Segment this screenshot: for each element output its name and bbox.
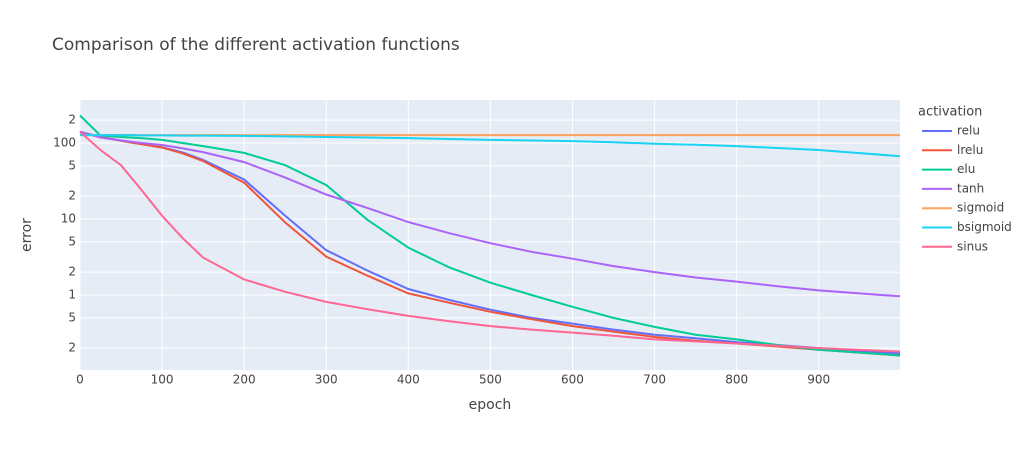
x-tick-label: 100 [151,373,174,387]
series-line [80,134,901,158]
y-tick-label: 5 [68,158,76,172]
x-tick-label: 300 [315,373,338,387]
y-tick-label: 10 [61,211,76,225]
y-axis-title: error [19,218,35,252]
y-tick-label: 2 [68,189,76,203]
series-line [79,130,901,298]
x-tick-label: 200 [233,373,256,387]
legend-label: bsigmoid [957,220,1012,234]
legend-label: sigmoid [957,201,1004,215]
x-tick-label: 900 [807,373,830,387]
y-tick-label: 2 [68,113,76,127]
y-tick-label: 5 [68,310,76,324]
y-tick-label: 2 [68,341,76,355]
y-tick-label: 5 [68,234,76,248]
y-tick-label: 100 [53,135,76,149]
legend-title: activation [918,105,982,120]
series-line [79,114,901,357]
x-tick-label: 800 [725,373,748,387]
series-line [79,131,901,353]
legend-label: relu [957,124,980,138]
legend-label: tanh [957,181,984,195]
x-tick-label: 600 [561,373,584,387]
legend-label: sinus [957,239,988,253]
x-tick-label: 500 [479,373,502,387]
chart-title: Comparison of the different activation f… [52,35,460,55]
x-axis-title: epoch [469,397,512,413]
x-tick-label: 0 [76,373,84,387]
y-tick-label: 2 [68,265,76,279]
x-tick-label: 700 [643,373,666,387]
x-tick-label: 400 [397,373,420,387]
y-tick-label: 1 [68,287,76,301]
legend-label: elu [957,162,975,176]
legend-label: lrelu [957,143,983,157]
